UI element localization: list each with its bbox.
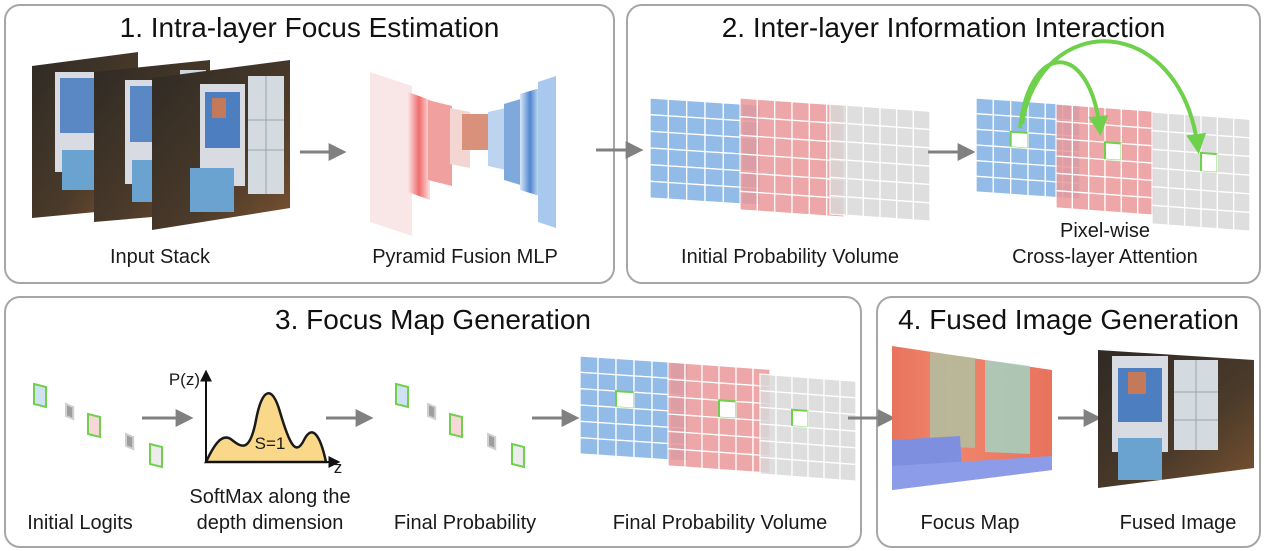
final-prob-tile [395,382,409,409]
logit-tile [87,412,101,439]
softmax-plot [200,369,341,468]
caption-input-stack: Input Stack [109,246,211,268]
final-prob-tile [487,432,497,451]
softmax-y-label: P(z) [168,370,200,389]
initial-logits-icon [33,382,163,469]
focus-map-image [892,346,1052,490]
grid-grey-final [759,373,857,482]
panel-4-title: 4. Fused Image Generation [898,304,1239,335]
panel-2-title: 2. Inter-layer Information Interaction [721,12,1166,43]
final-prob-tile [449,412,463,439]
stack-photo-3 [152,60,290,230]
grid-red-final [667,361,771,474]
logit-tile [33,382,47,409]
caption-softmax-line2: depth dimension [196,512,344,534]
pyramid-fusion-mlp-icon [370,72,556,236]
fused-image [1098,350,1254,488]
caption-focus-map: Focus Map [920,512,1020,534]
grid-blue-final [579,355,689,462]
caption-final-probability-volume: Final Probability Volume [612,512,828,534]
attention-arcs [1018,39,1207,154]
caption-initial-logits: Initial Logits [27,512,133,534]
cross-layer-attention-volume [975,97,1251,232]
final-probability-icon [395,382,525,469]
final-prob-tile [511,442,525,469]
panel-1-title: 1. Intra-layer Focus Estimation [119,12,500,43]
caption-final-probability: Final Probability [393,512,537,534]
grid-grey-attn [1151,111,1251,232]
softmax-x-label: z [333,458,343,477]
logit-tile [65,402,75,421]
softmax-distribution-curve [204,392,328,464]
panel-3-title: 3. Focus Map Generation [275,304,591,335]
grid-red [739,97,845,218]
caption-fused-image: Fused Image [1119,512,1237,534]
logit-tile [125,432,135,451]
input-stack-image [32,52,290,230]
softmax-area-label: S=1 [254,434,286,453]
caption-pixel-wise: Pixel-wise [1059,220,1151,242]
initial-probability-volume [649,97,931,222]
caption-cross-layer-attention: Cross-layer Attention [1012,246,1198,268]
final-probability-volume [579,355,857,482]
caption-initial-probability-volume: Initial Probability Volume [681,246,899,268]
caption-softmax-line1: SoftMax along the [189,486,351,508]
logit-tile [149,442,163,469]
final-prob-tile [427,402,437,421]
panel-focus-map-generation: 3. Focus Map Generation [4,296,862,548]
caption-pyramid-fusion-mlp: Pyramid Fusion MLP [372,246,558,268]
grid-grey [829,103,931,222]
grid-red-attn [1055,103,1155,216]
